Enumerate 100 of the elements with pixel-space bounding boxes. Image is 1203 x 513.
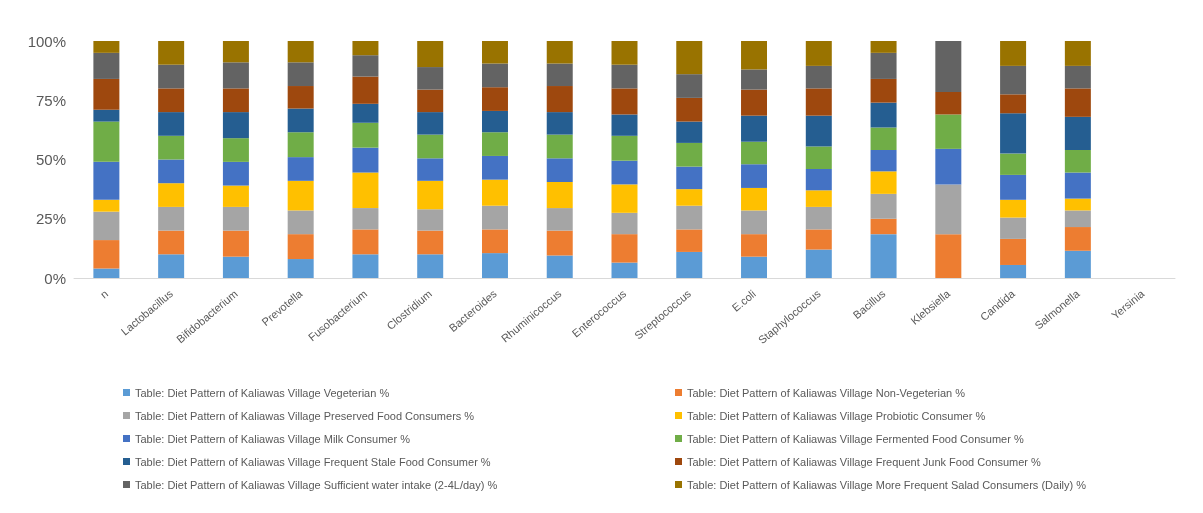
bar bbox=[611, 41, 638, 65]
bar bbox=[676, 41, 703, 75]
legend-label: Table: Diet Pattern of Kaliawas Village Milk Consumer % bbox=[135, 432, 411, 445]
bar bbox=[935, 148, 962, 185]
bar bbox=[481, 205, 508, 230]
bar bbox=[611, 64, 638, 89]
bar bbox=[417, 41, 444, 68]
bar bbox=[352, 254, 379, 278]
bar bbox=[352, 41, 379, 56]
bar bbox=[222, 230, 249, 257]
bar bbox=[741, 69, 768, 90]
bar bbox=[741, 256, 768, 278]
bar bbox=[870, 127, 897, 151]
bar bbox=[1000, 238, 1027, 265]
bar bbox=[481, 179, 508, 206]
bar bbox=[611, 160, 638, 185]
bar bbox=[1000, 199, 1027, 218]
bar bbox=[481, 87, 508, 111]
bar bbox=[741, 234, 768, 257]
bar bbox=[611, 212, 638, 235]
bar bbox=[352, 103, 379, 123]
bar bbox=[870, 218, 897, 235]
bar bbox=[805, 229, 832, 250]
bar bbox=[1000, 41, 1027, 66]
bar bbox=[93, 240, 120, 269]
bar bbox=[352, 229, 379, 255]
bar bbox=[222, 161, 249, 186]
bar bbox=[222, 62, 249, 89]
bar bbox=[222, 256, 249, 278]
bar bbox=[158, 206, 185, 231]
bar bbox=[741, 141, 768, 165]
bar bbox=[1064, 227, 1091, 251]
bar bbox=[287, 41, 314, 63]
bar bbox=[870, 193, 897, 219]
bar bbox=[870, 234, 897, 278]
x-tick-label: n bbox=[97, 287, 111, 301]
bar bbox=[611, 114, 638, 136]
bar bbox=[352, 208, 379, 230]
bar bbox=[805, 249, 832, 278]
bar bbox=[287, 180, 314, 211]
bar bbox=[417, 180, 444, 210]
bar bbox=[481, 253, 508, 278]
bar bbox=[870, 150, 897, 172]
bar bbox=[93, 41, 120, 53]
bar bbox=[611, 184, 638, 213]
legend-label: Table: Diet Pattern of Kaliawas Village Non-Vegeterian % bbox=[687, 386, 966, 399]
bar bbox=[222, 185, 249, 207]
bar bbox=[870, 171, 897, 194]
bar bbox=[1064, 150, 1091, 173]
bar bbox=[935, 184, 962, 235]
bar bbox=[417, 89, 444, 113]
bar bbox=[546, 230, 573, 256]
bar bbox=[676, 251, 703, 278]
bar bbox=[935, 91, 962, 115]
y-tick-label: 100% bbox=[27, 32, 66, 50]
bar bbox=[481, 155, 508, 180]
legend-label: Table: Diet Pattern of Kaliawas Village Probiotic Consumer % bbox=[687, 409, 986, 422]
legend-label: Table: Diet Pattern of Kaliawas Village Frequent Junk Food Consumer % bbox=[687, 455, 1042, 468]
bar bbox=[287, 210, 314, 235]
bar bbox=[222, 206, 249, 231]
bar bbox=[546, 41, 573, 64]
bar bbox=[1000, 217, 1027, 239]
bar bbox=[676, 189, 703, 206]
bar bbox=[287, 234, 314, 260]
bar bbox=[222, 138, 249, 162]
bar bbox=[741, 210, 768, 235]
bar bbox=[417, 134, 444, 159]
bar bbox=[1000, 174, 1027, 200]
bar bbox=[676, 205, 703, 230]
bar bbox=[417, 254, 444, 278]
bar bbox=[287, 108, 314, 133]
bar bbox=[93, 78, 120, 110]
bar bbox=[546, 255, 573, 278]
bar bbox=[158, 183, 185, 207]
bar bbox=[417, 112, 444, 135]
bar bbox=[352, 122, 379, 148]
bar bbox=[1064, 172, 1091, 199]
bar bbox=[93, 109, 120, 122]
bar bbox=[546, 158, 573, 183]
bar bbox=[1000, 264, 1027, 278]
bar bbox=[546, 134, 573, 159]
y-tick-label: 0% bbox=[44, 269, 66, 287]
bar bbox=[1000, 153, 1027, 175]
bar bbox=[417, 230, 444, 255]
bar bbox=[93, 268, 120, 278]
bar bbox=[481, 110, 508, 133]
bar bbox=[222, 88, 249, 113]
bar bbox=[287, 62, 314, 87]
bar bbox=[93, 52, 120, 79]
bar bbox=[870, 41, 897, 53]
bar bbox=[805, 41, 832, 66]
bar bbox=[287, 259, 314, 278]
bar bbox=[935, 114, 962, 149]
bar bbox=[805, 65, 832, 89]
bar bbox=[287, 86, 314, 109]
bar bbox=[935, 234, 962, 278]
bar bbox=[352, 172, 379, 209]
bar bbox=[93, 121, 120, 162]
bar bbox=[158, 159, 185, 184]
bar bbox=[158, 230, 185, 255]
